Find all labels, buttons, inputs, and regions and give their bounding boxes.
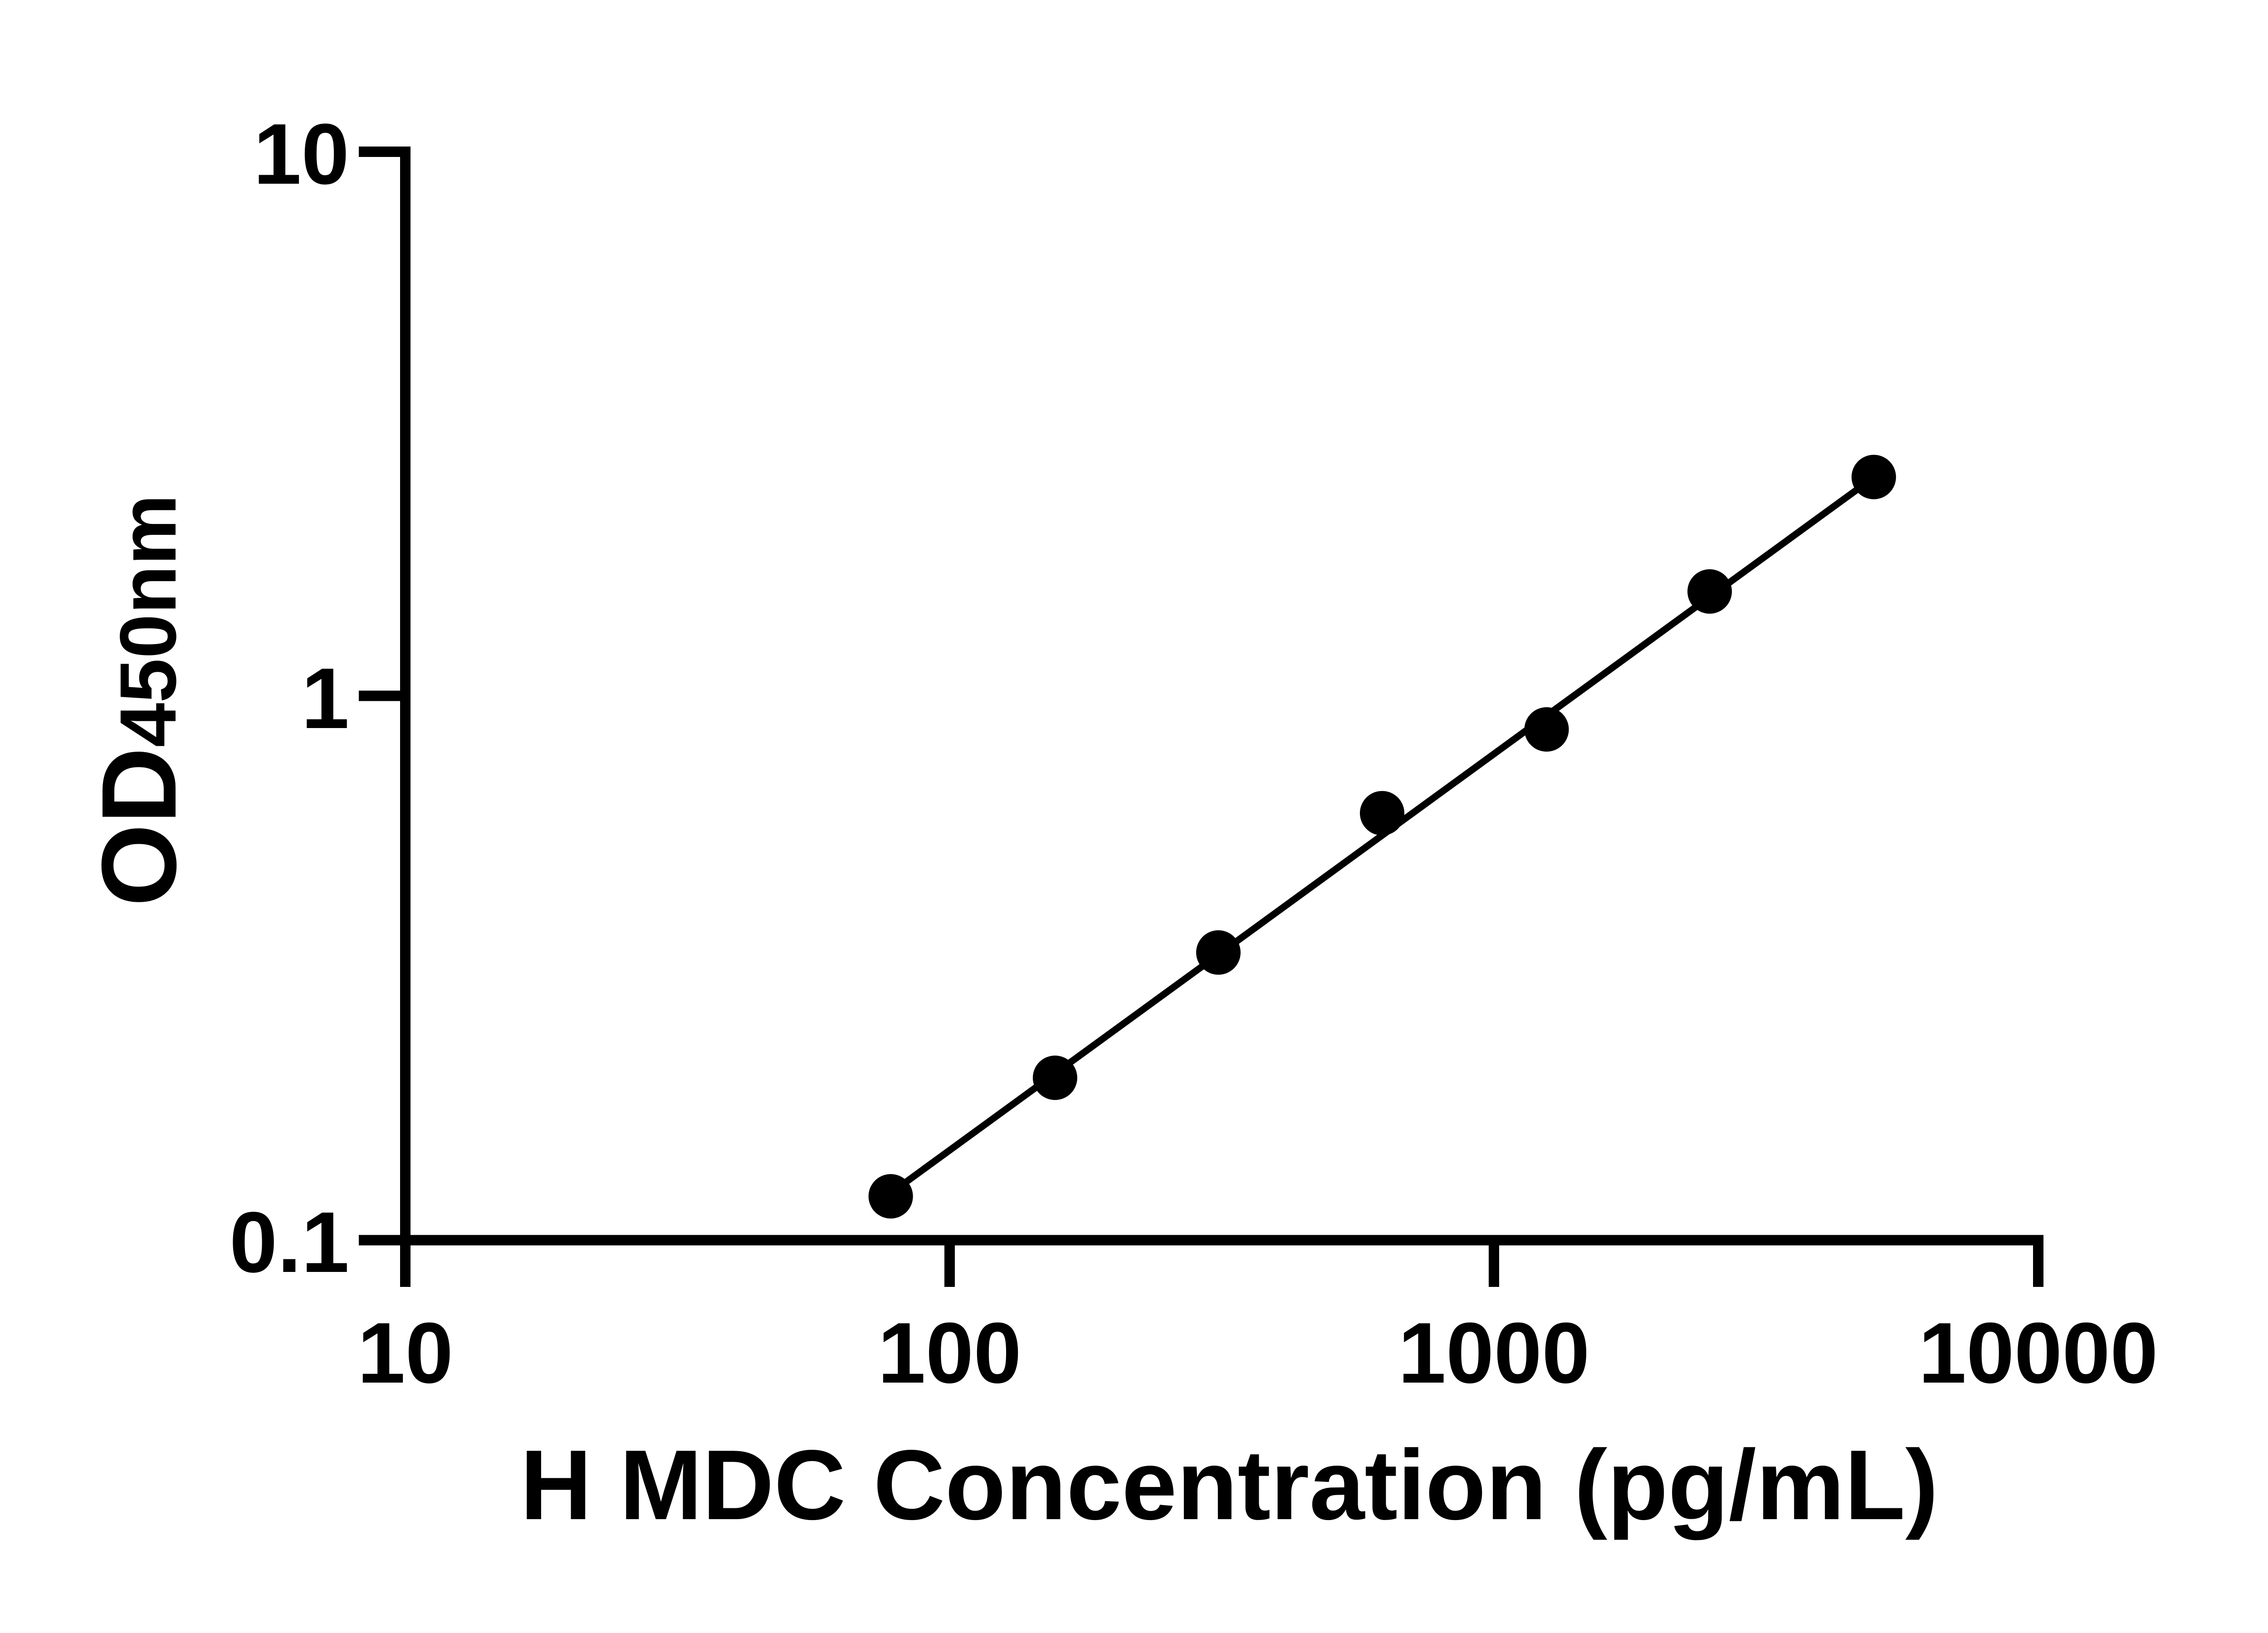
svg-text:10: 10 [254, 106, 349, 202]
svg-text:100: 100 [878, 1305, 1022, 1401]
svg-text:10: 10 [357, 1305, 453, 1401]
svg-text:OD450nm: OD450nm [79, 494, 198, 907]
svg-text:1000: 1000 [1398, 1305, 1590, 1401]
svg-text:1: 1 [301, 650, 349, 747]
svg-text:0.1: 0.1 [230, 1194, 349, 1291]
svg-text:10000: 10000 [1918, 1305, 2158, 1401]
svg-text:H MDC Concentration (pg/mL): H MDC Concentration (pg/mL) [520, 1430, 1939, 1540]
